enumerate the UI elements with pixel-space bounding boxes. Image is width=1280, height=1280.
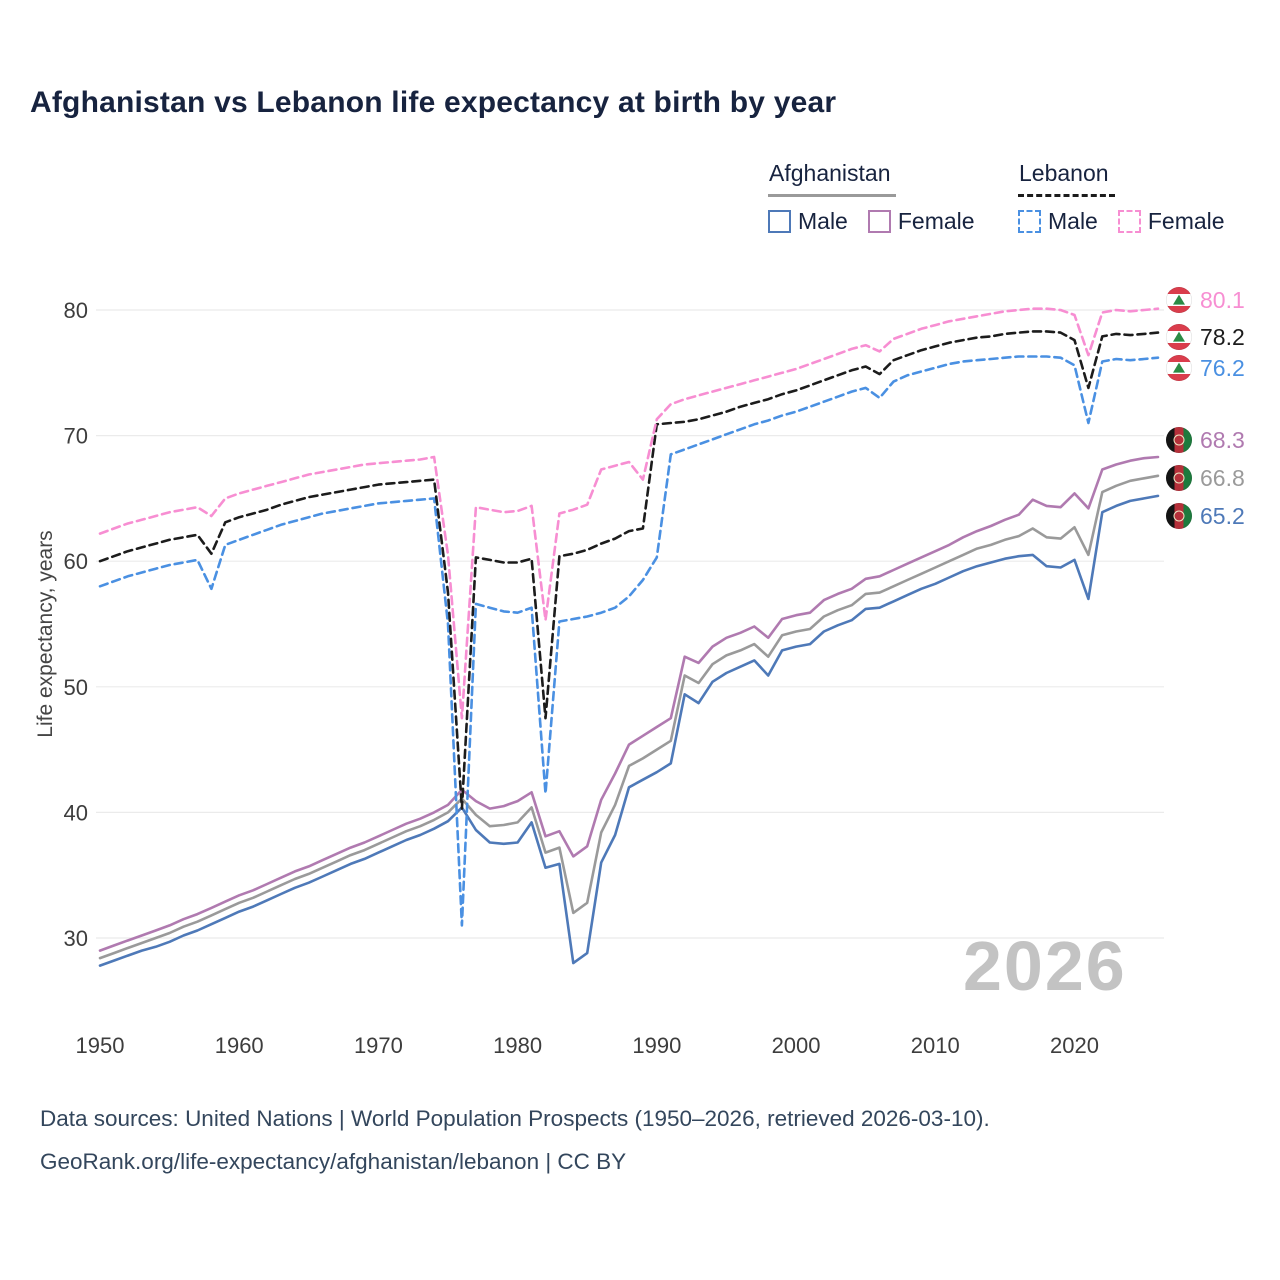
x-tick-label-1950: 1950 [76, 1033, 125, 1058]
x-tick-label-1970: 1970 [354, 1033, 403, 1058]
end-label-lebanon-female: 80.1 [1166, 286, 1245, 314]
series-line-lebanon-total [98, 330, 1160, 810]
end-value-lebanon-female: 80.1 [1200, 286, 1245, 313]
end-value-afghanistan-total: 66.8 [1200, 464, 1245, 491]
series-line-lebanon-male [98, 355, 1160, 927]
end-label-afghanistan-male: 65.2 [1166, 502, 1245, 530]
x-tick-label-1960: 1960 [215, 1033, 264, 1058]
afghanistan-male-swatch-icon [768, 210, 791, 233]
lebanon-flag-icon [1166, 355, 1192, 381]
legend-items-afghanistan: Male Female [768, 208, 975, 235]
lebanon-flag-icon [1166, 287, 1192, 313]
series-line-afghanistan-total [98, 474, 1160, 960]
legend-item-afghanistan-male[interactable]: Male [768, 208, 848, 235]
legend-female-label: Female [897, 208, 975, 234]
legend-group-afghanistan: Afghanistan Male Female [768, 160, 975, 235]
end-value-lebanon-male: 76.2 [1200, 354, 1245, 381]
end-value-lebanon-total: 78.2 [1200, 323, 1245, 350]
afghanistan-flag-icon [1166, 427, 1192, 453]
end-label-lebanon-total: 78.2 [1166, 323, 1245, 351]
x-tick-label-2020: 2020 [1050, 1033, 1099, 1058]
data-sources-line: Data sources: United Nations | World Pop… [40, 1106, 990, 1131]
end-label-lebanon-male: 76.2 [1166, 354, 1245, 382]
y-tick-label-40: 40 [64, 800, 88, 825]
series-line-afghanistan-female [98, 455, 1160, 952]
y-tick-label-70: 70 [64, 424, 88, 449]
legend-lebanon-label: Lebanon [1018, 160, 1115, 197]
attribution-line: GeoRank.org/life-expectancy/afghanistan/… [40, 1149, 627, 1174]
legend-item-lebanon-male[interactable]: Male [1018, 208, 1098, 235]
lebanon-flag-icon [1166, 324, 1192, 350]
afghanistan-flag-icon [1166, 503, 1192, 529]
x-tick-label-1980: 1980 [493, 1033, 542, 1058]
lebanon-female-swatch-icon [1117, 210, 1141, 233]
x-tick-label-2000: 2000 [772, 1033, 821, 1058]
series-line-lebanon-female [98, 307, 1160, 720]
end-value-afghanistan-male: 65.2 [1200, 502, 1245, 529]
y-tick-label-80: 80 [64, 298, 88, 323]
year-watermark: 2026 [963, 927, 1127, 1005]
lebanon-male-swatch-icon [1018, 210, 1041, 233]
legend-male-label: Male [798, 208, 848, 234]
x-tick-label-1990: 1990 [632, 1033, 681, 1058]
legend-female-label: Female [1147, 208, 1225, 234]
legend-male-label: Male [1048, 208, 1098, 234]
end-value-afghanistan-female: 68.3 [1200, 426, 1245, 453]
footer: Data sources: United Nations | World Pop… [40, 1097, 990, 1183]
afghanistan-female-swatch-icon [867, 210, 891, 233]
legend-group-lebanon: Lebanon Male Female [1018, 160, 1225, 235]
legend-afghanistan-label: Afghanistan [768, 160, 897, 197]
legend-item-lebanon-female[interactable]: Female [1117, 208, 1225, 235]
y-tick-label-60: 60 [64, 549, 88, 574]
y-tick-label-50: 50 [64, 675, 88, 700]
end-label-afghanistan-total: 66.8 [1166, 464, 1245, 492]
x-tick-label-2010: 2010 [911, 1033, 960, 1058]
end-label-afghanistan-female: 68.3 [1166, 426, 1245, 454]
y-tick-label-30: 30 [64, 926, 88, 951]
legend-items-lebanon: Male Female [1018, 208, 1225, 235]
page-title: Afghanistan vs Lebanon life expectancy a… [30, 86, 837, 119]
legend-item-afghanistan-female[interactable]: Female [867, 208, 975, 235]
series-line-afghanistan-male [98, 494, 1160, 967]
afghanistan-flag-icon [1166, 465, 1192, 491]
y-axis-label: Life expectancy, years [34, 530, 57, 738]
